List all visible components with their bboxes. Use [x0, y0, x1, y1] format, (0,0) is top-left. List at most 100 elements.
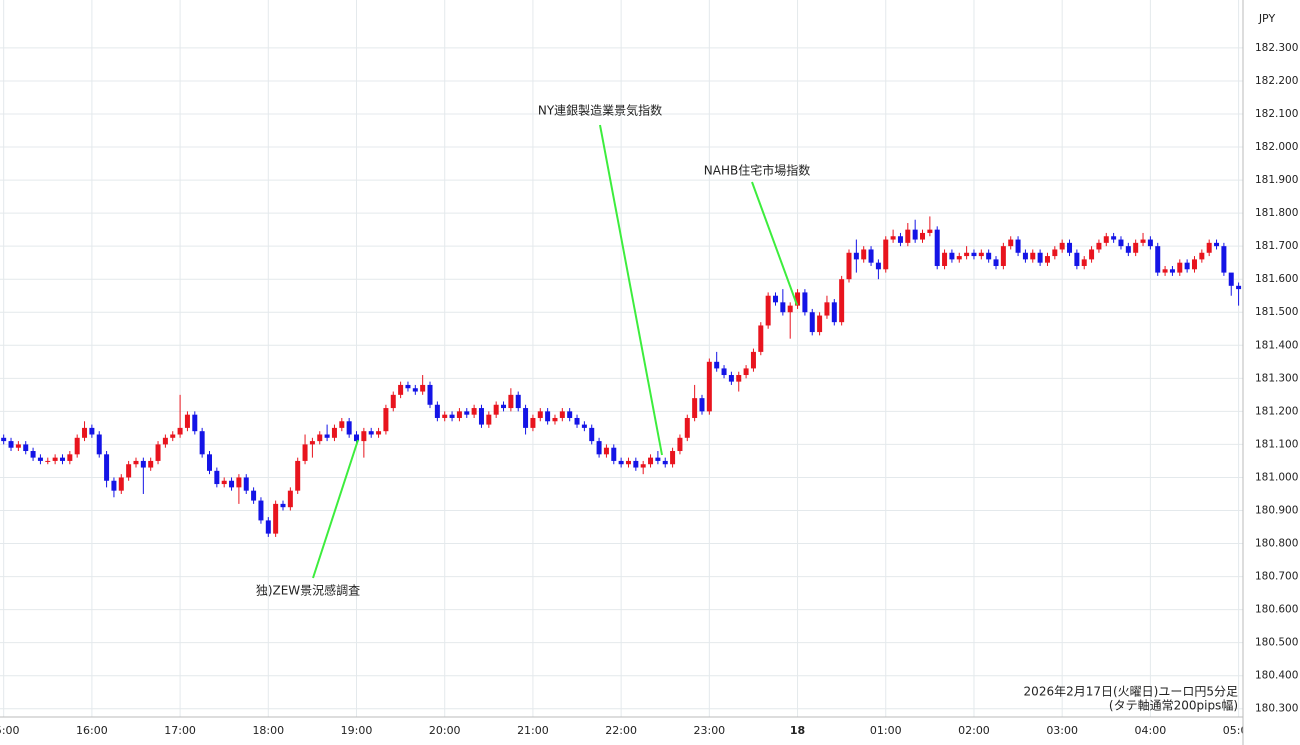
candle-body: [633, 460, 639, 468]
candle-body: [1125, 246, 1131, 253]
candle-body: [508, 394, 514, 409]
candle-body: [243, 477, 249, 491]
candle-body: [1199, 252, 1205, 260]
candle-body: [758, 325, 764, 352]
candle-body: [795, 292, 801, 306]
candle-body: [74, 437, 80, 455]
candle-body: [1236, 285, 1242, 290]
candle-body: [942, 252, 948, 266]
candle-body: [523, 408, 529, 428]
candle-body: [1081, 259, 1087, 266]
y-tick-label: 182.000: [1255, 141, 1298, 153]
footnote: 2026年2月17日(火曜日)ユーロ円5分足: [1024, 685, 1238, 699]
candle-body: [559, 411, 565, 418]
x-tick-label: 01:00: [870, 724, 902, 737]
candle-body: [1, 437, 7, 442]
x-tick-label: 18:00: [252, 724, 284, 737]
x-tick-label: 02:00: [958, 724, 990, 737]
candle-body: [787, 305, 793, 313]
candle-body: [515, 394, 521, 409]
candle-body: [780, 302, 786, 313]
candle-body: [875, 262, 881, 270]
candle-body: [52, 457, 58, 461]
candle-body: [456, 411, 462, 418]
annotation-label: NAHB住宅市場指数: [704, 163, 810, 178]
candle-body: [589, 427, 595, 442]
candle-body: [339, 421, 345, 428]
y-tick-label: 180.900: [1255, 504, 1298, 516]
x-tick-label: 15:00: [0, 724, 20, 737]
candle-body: [140, 460, 146, 468]
candle-body: [383, 408, 389, 432]
candle-body: [45, 460, 51, 462]
candle-body: [897, 236, 903, 243]
candle-body: [956, 256, 962, 260]
candle-body: [714, 361, 720, 369]
x-tick-label: 20:00: [429, 724, 461, 737]
y-tick-label: 180.800: [1255, 538, 1298, 550]
annotation-label: 独)ZEW景況感調査: [256, 583, 360, 598]
candle-body: [229, 480, 235, 488]
candle-body: [846, 252, 852, 280]
candle-body: [596, 441, 602, 455]
candle-body: [670, 451, 676, 465]
candle-body: [817, 315, 823, 333]
x-tick-label: 03:00: [1046, 724, 1078, 737]
candle-body: [1111, 236, 1117, 240]
candle-body: [449, 414, 455, 418]
candle-body: [206, 454, 212, 471]
y-tick-label: 181.300: [1255, 372, 1298, 384]
candle-body: [126, 464, 132, 478]
y-tick-label: 180.500: [1255, 637, 1298, 649]
candle-body: [258, 500, 264, 521]
candle-body: [251, 490, 257, 501]
candle-body: [501, 404, 507, 409]
y-tick-label: 181.500: [1255, 306, 1298, 318]
candle-body: [493, 404, 499, 415]
candle-body: [478, 408, 484, 425]
candle-body: [37, 457, 43, 461]
candle-body: [677, 437, 683, 452]
candle-body: [1133, 242, 1139, 253]
x-tick-label: 22:00: [605, 724, 637, 737]
y-tick-label: 182.300: [1255, 42, 1298, 54]
candle-body: [912, 229, 918, 240]
grid: [0, 0, 1243, 717]
y-tick-label: 181.400: [1255, 339, 1298, 351]
candle-body: [295, 460, 301, 491]
candle-body: [692, 398, 698, 418]
y-tick-label: 181.600: [1255, 273, 1298, 285]
x-tick-label: 16:00: [76, 724, 108, 737]
candle-body: [868, 249, 874, 263]
x-tick-label: 21:00: [517, 724, 549, 737]
candle-body: [905, 229, 911, 243]
candle-body: [302, 444, 308, 461]
candle-body: [839, 279, 845, 323]
y-tick-label: 181.200: [1255, 405, 1298, 417]
candle-body: [765, 295, 771, 326]
y-tick-label: 181.000: [1255, 471, 1298, 483]
annotation-line: [751, 181, 798, 306]
candle-body: [1015, 239, 1021, 253]
candle-body: [104, 454, 110, 481]
candle-body: [1169, 269, 1175, 273]
candle-body: [1000, 246, 1006, 266]
candle-body: [1030, 252, 1036, 260]
candle-body: [15, 444, 21, 448]
candle-body: [265, 520, 271, 534]
candle-body: [743, 368, 749, 376]
candle-body: [993, 259, 999, 266]
unit-label: JPY: [1258, 12, 1276, 25]
candle-body: [567, 411, 573, 418]
candle-body: [199, 431, 205, 455]
candle-body: [648, 457, 654, 465]
y-tick-label: 180.700: [1255, 571, 1298, 583]
candle-body: [1052, 249, 1058, 257]
candle-body: [1067, 242, 1073, 253]
candle-body: [89, 427, 95, 435]
y-tick-label: 181.900: [1255, 174, 1298, 186]
candle-body: [111, 480, 117, 491]
candle-body: [1008, 239, 1014, 247]
candle-body: [434, 404, 440, 418]
